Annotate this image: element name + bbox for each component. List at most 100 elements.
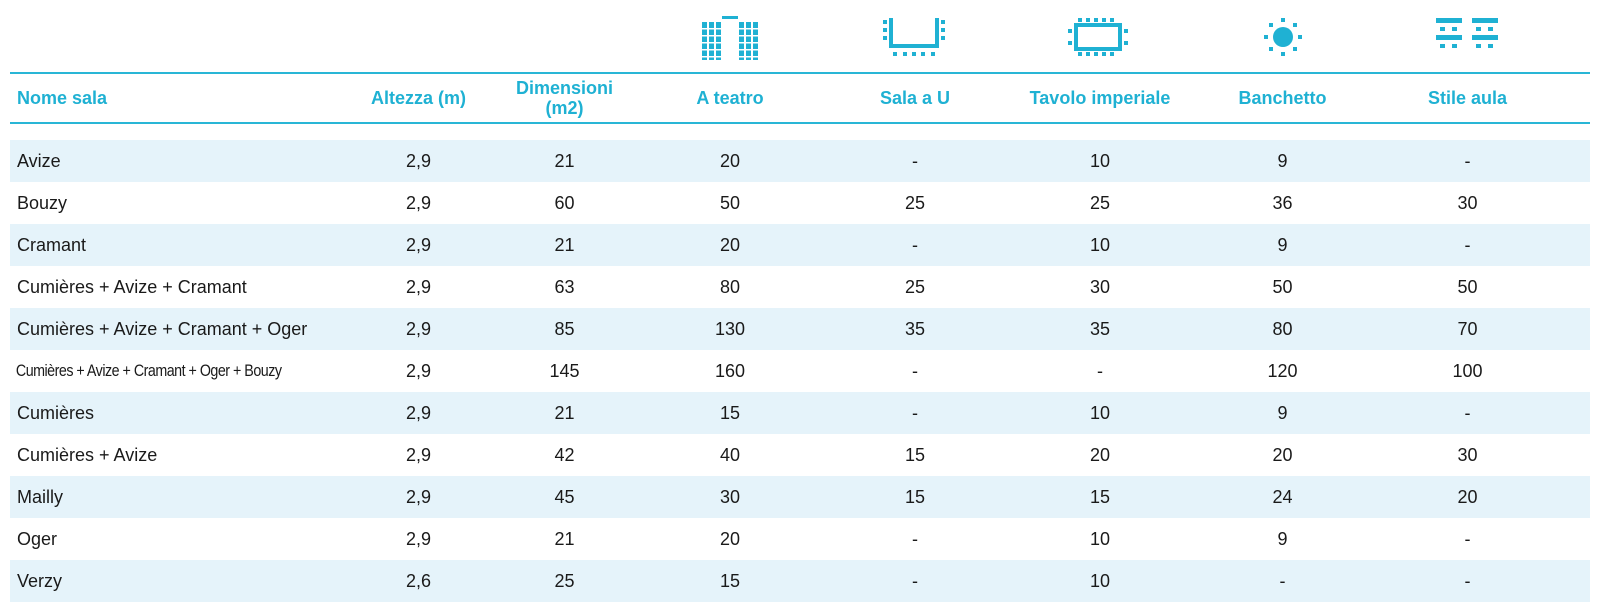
cell-altezza: 2,6 [405,570,432,591]
cell-stile-aula: 100 [1452,360,1483,381]
header-stile-aula: Stile aula [1427,88,1508,108]
cell-tavolo-imperiale: 15 [1089,486,1111,507]
cell-altezza: 2,9 [405,276,432,297]
cell-a-teatro: 15 [719,402,741,423]
header-dimensioni: Dimensioni (m2) [515,78,613,118]
cell-tavolo-imperiale: 25 [1089,192,1111,213]
header-a-teatro: A teatro [696,88,764,108]
cell-a-teatro: 15 [719,570,741,591]
cell-tavolo-imperiale: 10 [1089,528,1111,549]
cell-sala-a-u: - [912,234,918,255]
cell-dimensioni: 63 [554,276,575,297]
cell-dimensioni: 45 [554,486,575,507]
table-row: Cumières + Avize 2,9 42 40 15 20 20 30 [10,434,1590,476]
table-row: Mailly 2,9 45 30 15 15 24 20 [10,476,1590,518]
header-sala-a-u: Sala a U [879,88,951,108]
room-name: Oger [17,528,58,549]
cell-tavolo-imperiale: 35 [1089,318,1111,339]
cell-sala-a-u: - [912,528,918,549]
cell-sala-a-u: - [912,150,918,171]
header-bottom-rule [10,122,1590,124]
table-row: Avize 2,9 21 20 - 10 9 - [10,140,1590,182]
room-name: Cumières [17,402,95,423]
cell-sala-a-u: 25 [904,192,926,213]
cell-stile-aula: 30 [1457,444,1478,465]
cell-a-teatro: 160 [714,360,746,381]
cell-a-teatro: 80 [719,276,741,297]
cell-a-teatro: 50 [719,192,741,213]
cell-tavolo-imperiale: 10 [1089,402,1111,423]
header-nome-sala: Nome sala [17,88,108,108]
cell-altezza: 2,9 [405,150,432,171]
header-top-rule [10,72,1590,74]
cell-dimensioni: 42 [554,444,575,465]
cell-sala-a-u: - [912,570,918,591]
room-name: Cumières + Avize + Cramant [17,276,247,297]
cell-altezza: 2,9 [405,234,432,255]
cell-tavolo-imperiale: - [1097,360,1103,381]
u-shape-icon [881,16,947,66]
cell-stile-aula: - [1464,528,1471,549]
cell-stile-aula: - [1464,234,1471,255]
table-body: Avize 2,9 21 20 - 10 9 - Bouzy 2,9 60 50… [10,140,1590,602]
cell-dimensioni: 25 [554,570,575,591]
cell-altezza: 2,9 [405,402,432,423]
cell-banchetto: 9 [1277,234,1288,255]
table-row: Bouzy 2,9 60 50 25 25 36 30 [10,182,1590,224]
cell-altezza: 2,9 [405,318,432,339]
classroom-icon [1434,16,1500,66]
cell-a-teatro: 20 [719,528,741,549]
cell-a-teatro: 20 [719,150,741,171]
cell-stile-aula: - [1464,570,1471,591]
room-name: Cumières + Avize [17,444,158,465]
cell-dimensioni: 145 [549,360,580,381]
header-tavolo-imperiale: Tavolo imperiale [1029,88,1171,108]
cell-banchetto: 80 [1272,318,1293,339]
room-name: Cramant [17,234,87,255]
table-row: Cramant 2,9 21 20 - 10 9 - [10,224,1590,266]
cell-sala-a-u: 15 [904,486,926,507]
cell-sala-a-u: - [912,360,918,381]
cell-banchetto: 9 [1277,402,1288,423]
table-row: Cumières + Avize + Cramant 2,9 63 80 25 … [10,266,1590,308]
cell-tavolo-imperiale: 10 [1089,570,1111,591]
cell-dimensioni: 21 [554,234,575,255]
table-row: Cumières + Avize + Cramant + Oger 2,9 85… [10,308,1590,350]
room-name: Cumières + Avize + Cramant + Oger [17,318,308,339]
cell-altezza: 2,9 [405,486,432,507]
cell-banchetto: 50 [1272,276,1293,297]
table-row: Verzy 2,6 25 15 - 10 - - [10,560,1590,602]
cell-banchetto: 9 [1277,150,1288,171]
cell-stile-aula: 20 [1457,486,1478,507]
table-row: Cumières + Avize + Cramant + Oger + Bouz… [10,350,1590,392]
cell-stile-aula: 50 [1457,276,1478,297]
cell-banchetto: 120 [1267,360,1298,381]
room-name: Verzy [17,570,63,591]
cell-sala-a-u: 35 [904,318,926,339]
cell-altezza: 2,9 [405,360,432,381]
table-row: Oger 2,9 21 20 - 10 9 - [10,518,1590,560]
theatre-icon [697,16,763,66]
cell-sala-a-u: 25 [904,276,926,297]
cell-sala-a-u: 15 [904,444,926,465]
cell-stile-aula: 70 [1457,318,1478,339]
cell-a-teatro: 40 [719,444,741,465]
cell-sala-a-u: - [912,402,918,423]
cell-stile-aula: - [1464,402,1471,423]
room-name: Cumières + Avize + Cramant + Oger + Bouz… [15,361,282,380]
cell-altezza: 2,9 [405,528,432,549]
cell-stile-aula: 30 [1457,192,1478,213]
cell-a-teatro: 30 [719,486,741,507]
cell-altezza: 2,9 [405,192,432,213]
cell-banchetto: 20 [1272,444,1293,465]
cell-dimensioni: 21 [554,150,575,171]
header-altezza: Altezza (m) [370,88,466,108]
room-name: Bouzy [17,192,68,213]
table-header: Nome sala Altezza (m) Dimensioni (m2) A … [10,74,1590,122]
cell-dimensioni: 60 [554,192,575,213]
boardroom-icon [1065,16,1131,66]
cell-tavolo-imperiale: 10 [1089,234,1111,255]
cell-tavolo-imperiale: 20 [1089,444,1111,465]
room-name: Avize [17,150,61,171]
cell-dimensioni: 21 [554,528,575,549]
